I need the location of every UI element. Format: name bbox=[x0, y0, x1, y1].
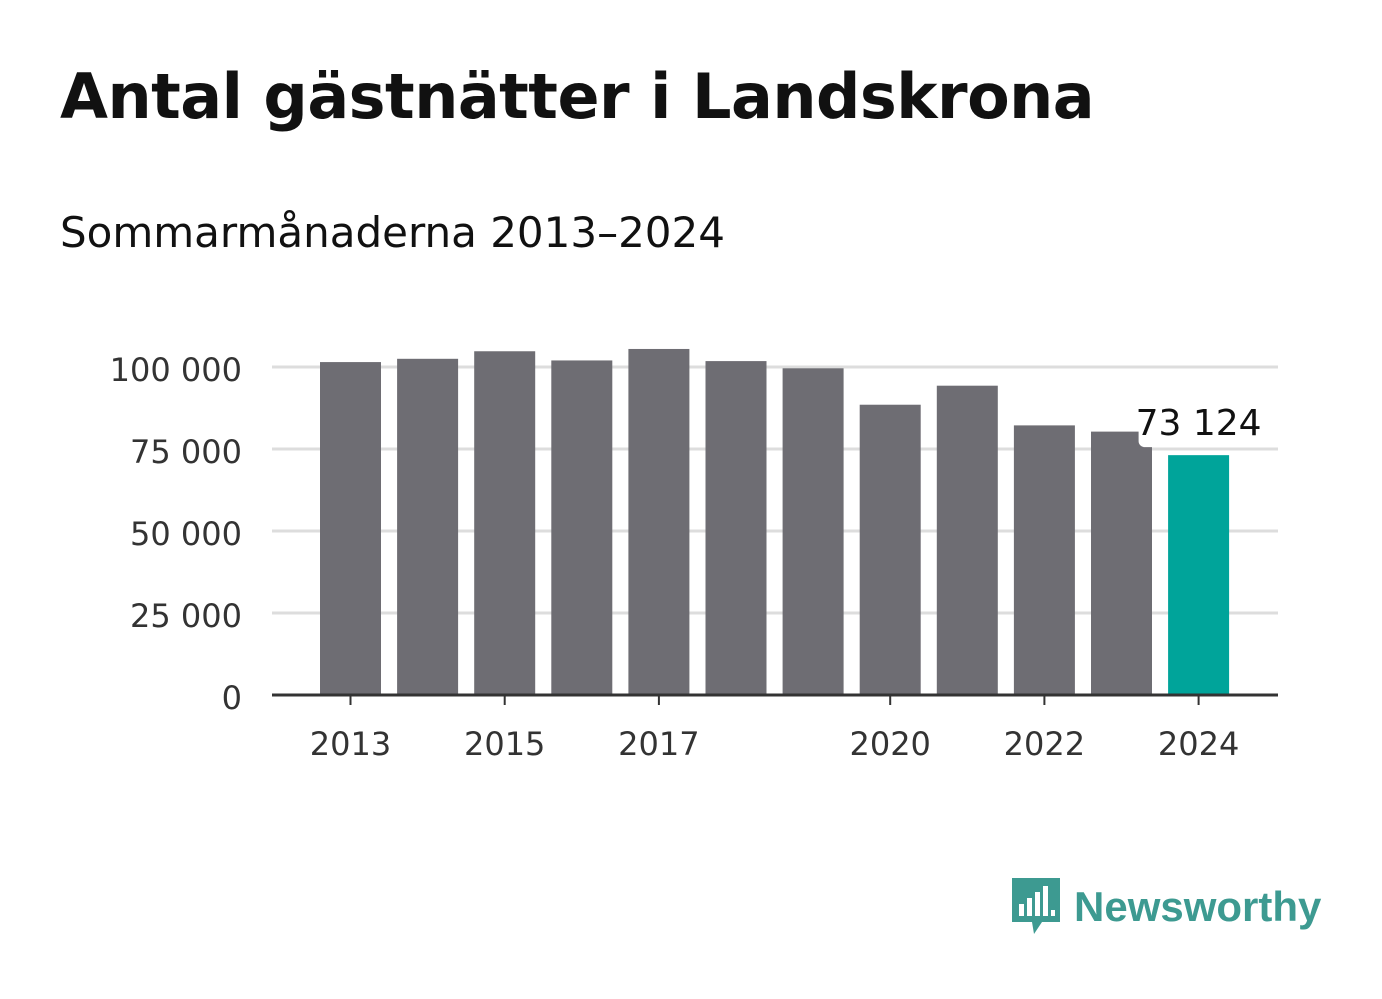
data-label: 73 124 bbox=[1136, 403, 1262, 444]
chart-subtitle: Sommarmånaderna 2013–2024 bbox=[60, 208, 725, 257]
bar bbox=[936, 385, 998, 695]
y-tick-label: 0 bbox=[222, 679, 242, 717]
bar bbox=[474, 351, 536, 695]
y-tick-label: 75 000 bbox=[130, 433, 242, 471]
bar bbox=[1091, 431, 1152, 695]
brand-logo: Newsworthy bbox=[1010, 876, 1321, 938]
bar bbox=[397, 358, 459, 695]
bar bbox=[705, 361, 767, 695]
x-tick-label: 2022 bbox=[1004, 725, 1085, 763]
x-tick-label: 2024 bbox=[1158, 725, 1239, 763]
x-tick-label: 2013 bbox=[310, 725, 391, 763]
bar bbox=[859, 404, 921, 695]
bar bbox=[1168, 455, 1230, 695]
brand-name: Newsworthy bbox=[1074, 883, 1322, 930]
data-label-bg bbox=[1138, 407, 1257, 448]
bar bbox=[782, 368, 844, 695]
y-tick-label: 50 000 bbox=[130, 515, 242, 553]
newsworthy-logo-icon bbox=[1012, 878, 1060, 934]
bar bbox=[1013, 425, 1075, 695]
x-tick-label: 2017 bbox=[618, 725, 699, 763]
chart-title: Antal gästnätter i Landskrona bbox=[60, 60, 1095, 133]
bar bbox=[551, 360, 613, 695]
bar bbox=[320, 362, 381, 695]
x-tick-label: 2015 bbox=[464, 725, 545, 763]
y-tick-label: 25 000 bbox=[130, 597, 242, 635]
y-tick-label: 100 000 bbox=[110, 351, 242, 389]
x-tick-label: 2020 bbox=[849, 725, 930, 763]
bar bbox=[628, 348, 690, 695]
